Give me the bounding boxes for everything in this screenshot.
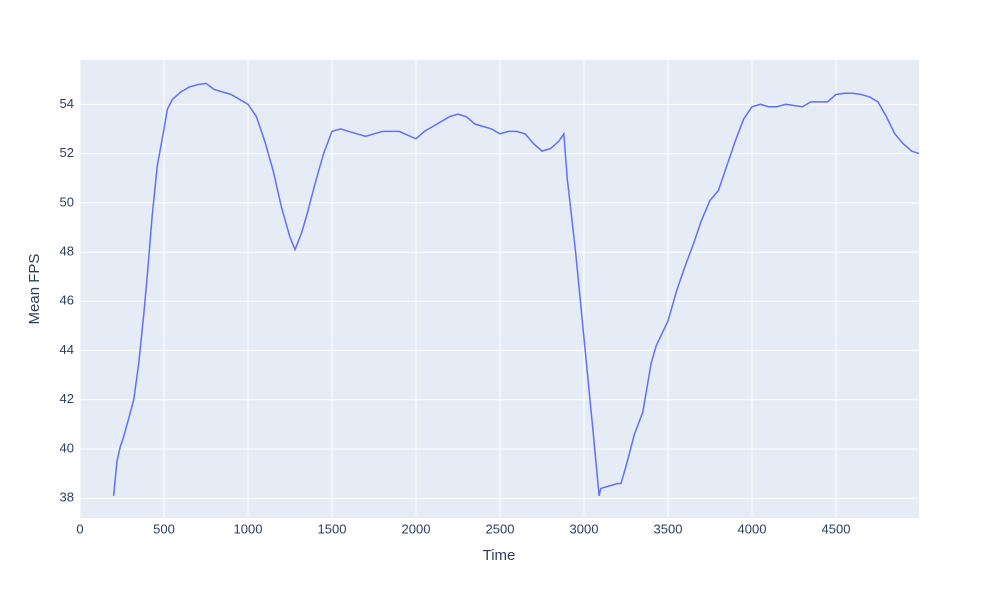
y-tick-label: 50 xyxy=(60,194,74,209)
x-tick-label: 2500 xyxy=(486,521,515,536)
y-axis-title: Mean FPS xyxy=(26,254,43,325)
y-tick-label: 40 xyxy=(60,440,74,455)
y-tick-label: 42 xyxy=(60,391,74,406)
y-tick-label: 48 xyxy=(60,244,74,259)
x-tick-label: 0 xyxy=(76,521,83,536)
x-axis-title: Time xyxy=(483,547,516,564)
x-tick-label: 1000 xyxy=(234,521,263,536)
y-tick-label: 46 xyxy=(60,293,74,308)
x-tick-label: 4500 xyxy=(822,521,851,536)
x-tick-label: 4000 xyxy=(738,521,767,536)
y-tick-label: 38 xyxy=(60,490,74,505)
y-tick-label: 52 xyxy=(60,145,74,160)
x-tick-label: 3500 xyxy=(654,521,683,536)
plot-area xyxy=(80,60,919,518)
y-tick-label: 44 xyxy=(60,342,74,357)
x-tick-label: 1500 xyxy=(318,521,347,536)
x-tick-label: 500 xyxy=(153,521,175,536)
data-line xyxy=(112,82,920,497)
x-tick-label: 3000 xyxy=(570,521,599,536)
y-tick-label: 54 xyxy=(60,96,74,111)
x-tick-label: 2000 xyxy=(402,521,431,536)
